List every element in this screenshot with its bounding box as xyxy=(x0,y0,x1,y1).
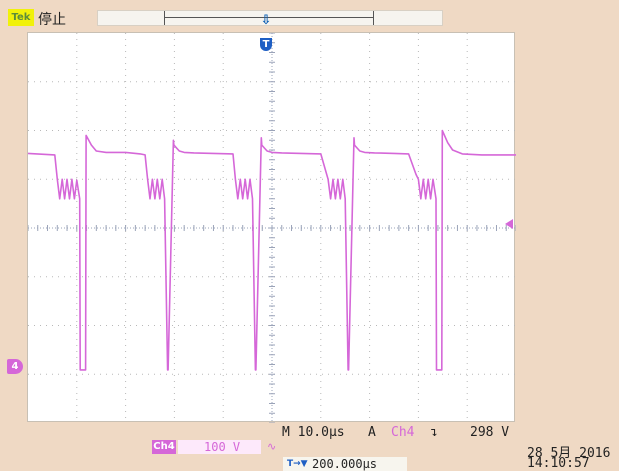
timebase-label[interactable]: M 10.0μs xyxy=(282,425,345,440)
waveform-graticule xyxy=(28,33,516,423)
waveform-display[interactable] xyxy=(27,32,516,423)
horizontal-position[interactable]: 200.000μs xyxy=(283,457,407,471)
coupling-icon: ∿ xyxy=(267,440,277,453)
trigger-point-icon: T xyxy=(260,38,272,51)
acquisition-status: 停止 xyxy=(38,12,66,28)
top-status-bar: Tek 停止 ⇩ xyxy=(0,0,619,30)
date-display: 28 5月 2016 xyxy=(527,446,611,461)
time-display: 14:10:57 xyxy=(527,456,590,471)
trigger-source[interactable]: Ch4 xyxy=(391,425,415,440)
waveform-trace xyxy=(28,129,516,371)
trigger-level-icon[interactable] xyxy=(505,219,513,229)
channel-badge[interactable]: Ch4 xyxy=(152,440,176,454)
trigger-position-icon: ⇩ xyxy=(260,13,272,28)
horizontal-position-icon: T→▼ xyxy=(287,459,308,469)
trigger-level[interactable]: 298 V xyxy=(470,425,510,440)
channel-scale[interactable]: 100 V xyxy=(178,440,261,454)
channel-ground-marker[interactable]: 4 xyxy=(7,359,23,374)
trigger-slope-icon: ↴ xyxy=(430,425,438,440)
timebase-status-row: M 10.0μs A Ch4 ↴ 298 V xyxy=(28,423,516,441)
trigger-mode: A xyxy=(368,425,376,440)
record-view-window xyxy=(164,11,374,25)
tek-run-badge: Tek xyxy=(8,9,34,26)
record-length-bar xyxy=(97,10,443,26)
